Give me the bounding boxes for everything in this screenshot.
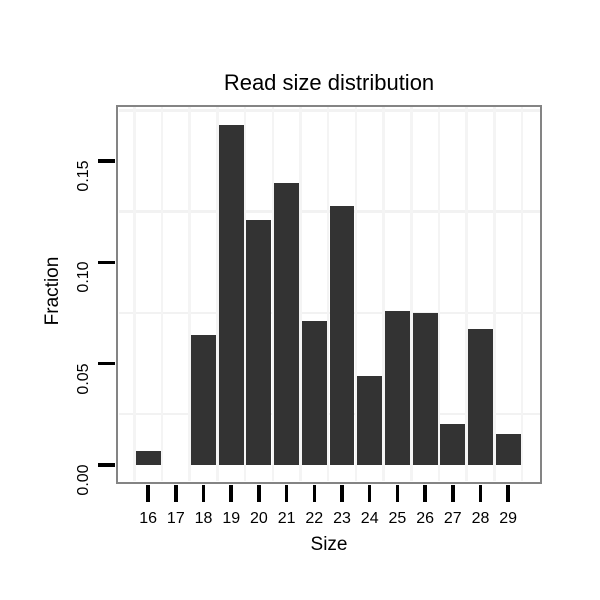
x-tick-label: 24 — [360, 510, 379, 527]
y-tick — [98, 361, 115, 366]
x-tick-label: 16 — [139, 510, 158, 527]
x-tick-label: 27 — [443, 510, 462, 527]
x-tick-label: 22 — [305, 510, 324, 527]
x-tick — [146, 485, 150, 502]
gridline-v — [382, 107, 385, 481]
bar-size-16 — [135, 450, 161, 465]
x-tick — [423, 485, 427, 502]
x-tick — [257, 485, 261, 502]
gridline-v — [520, 107, 524, 481]
gridline-v — [437, 107, 441, 481]
bar-size-23 — [329, 205, 355, 465]
x-tick — [229, 485, 233, 502]
bar-size-27 — [440, 424, 466, 465]
gridline-v — [133, 107, 136, 481]
bar-size-18 — [191, 335, 216, 465]
gridline-v — [188, 107, 191, 481]
gridline-v — [410, 107, 413, 481]
y-tick-label: 0.05 — [75, 362, 92, 395]
x-tick — [506, 485, 510, 502]
x-tick — [395, 485, 400, 502]
gridline-v — [160, 107, 164, 481]
gridline-v — [299, 107, 302, 481]
x-tick-label: 28 — [471, 510, 490, 527]
y-tick — [98, 463, 115, 467]
x-tick-label: 25 — [388, 510, 407, 527]
x-axis-title: Size — [310, 534, 348, 555]
y-tick-label: 0.10 — [75, 261, 92, 293]
x-tick-label: 21 — [277, 510, 296, 527]
x-tick — [451, 485, 455, 502]
chart-title: Read size distribution — [223, 70, 435, 95]
x-tick — [174, 485, 178, 502]
bar-size-19 — [218, 124, 244, 465]
bar-size-21 — [274, 183, 300, 465]
gridline-v — [216, 107, 219, 481]
y-tick — [98, 159, 115, 163]
gridline-v — [326, 107, 330, 481]
y-tick — [98, 260, 115, 265]
gridline-v — [465, 107, 468, 481]
bar-size-28 — [468, 329, 493, 465]
x-tick-label: 18 — [194, 510, 213, 527]
x-tick-label: 26 — [416, 510, 434, 527]
x-tick-label: 19 — [222, 510, 241, 527]
gridline-v — [354, 107, 358, 481]
x-tick — [478, 485, 483, 502]
bar-size-22 — [301, 321, 327, 465]
y-tick-label: 0.15 — [75, 160, 92, 192]
x-tick — [284, 485, 289, 502]
x-tick — [312, 485, 317, 502]
gridline-v — [271, 107, 275, 481]
x-tick — [201, 485, 206, 502]
gridline-v — [493, 107, 496, 481]
y-axis-title: Fraction — [42, 256, 63, 326]
x-tick — [340, 485, 344, 502]
y-tick-label: 0.00 — [75, 464, 92, 496]
x-tick-label: 20 — [250, 510, 268, 527]
x-tick-label: 29 — [499, 510, 518, 527]
gridline-v — [243, 107, 247, 481]
bar-size-26 — [412, 312, 438, 465]
bar-size-25 — [384, 310, 410, 465]
bar-size-20 — [246, 219, 272, 465]
bar-size-29 — [495, 434, 521, 465]
x-tick-label: 23 — [333, 510, 351, 527]
x-tick-label: 17 — [166, 510, 185, 527]
x-tick — [367, 485, 372, 502]
bar-size-24 — [357, 375, 383, 465]
